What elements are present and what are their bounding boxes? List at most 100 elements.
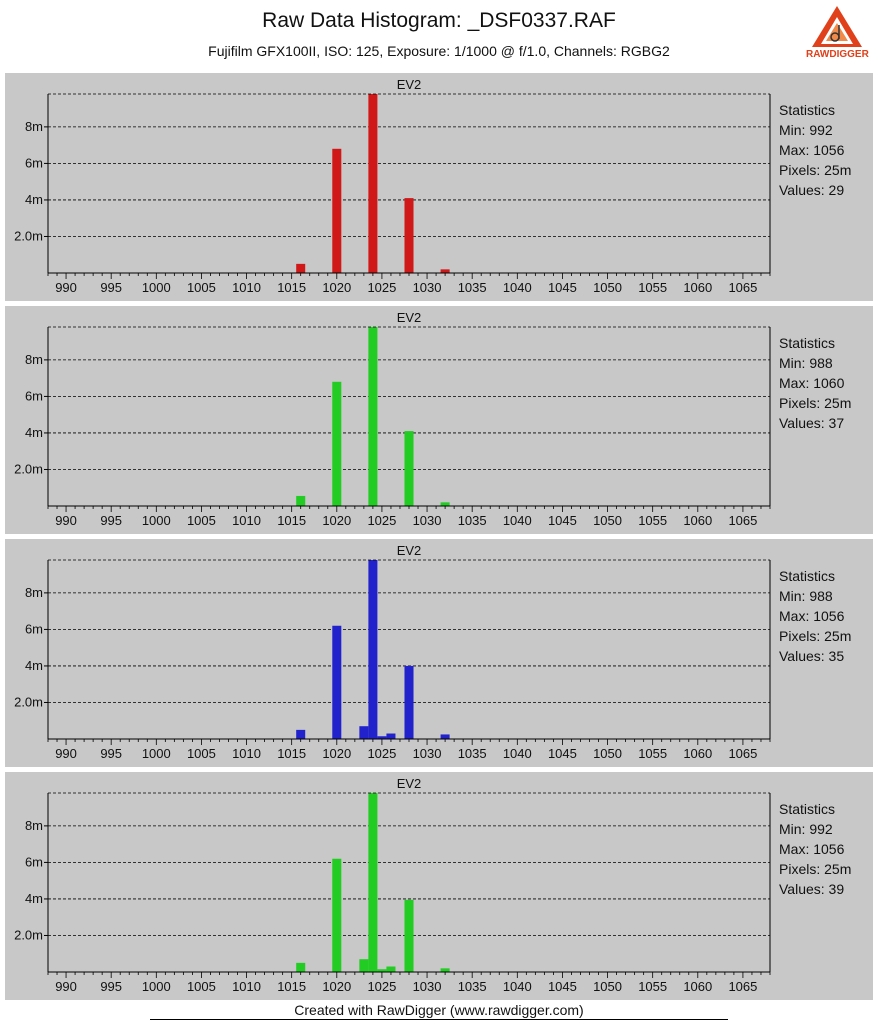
histogram-bar [404, 899, 414, 972]
x-tick-label: 990 [55, 746, 77, 761]
histogram-bar [359, 959, 369, 972]
chart-title: EV2 [397, 77, 422, 92]
y-tick-label: 6m [25, 388, 43, 403]
x-tick-label: 1055 [638, 979, 667, 994]
stats-heading: Statistics [779, 102, 835, 118]
histogram-bar [440, 734, 450, 739]
histogram-bar [332, 381, 342, 506]
histogram-bar [440, 502, 450, 506]
x-tick-label: 1050 [593, 746, 622, 761]
chart-title: EV2 [397, 310, 422, 325]
panel-background [5, 539, 873, 767]
histogram-bar [332, 858, 342, 972]
stats-heading: Statistics [779, 801, 835, 817]
x-tick-label: 1015 [277, 280, 306, 295]
y-tick-label: 4m [25, 425, 43, 440]
x-tick-label: 1010 [232, 280, 261, 295]
x-tick-label: 1040 [503, 513, 532, 528]
stats-heading: Statistics [779, 335, 835, 351]
stats-values: Values: 37 [779, 415, 844, 431]
x-tick-label: 995 [100, 746, 122, 761]
x-tick-label: 1035 [458, 280, 487, 295]
stats-heading: Statistics [779, 568, 835, 584]
x-tick-label: 1060 [683, 979, 712, 994]
x-tick-label: 1035 [458, 513, 487, 528]
y-tick-label: 4m [25, 891, 43, 906]
x-tick-label: 995 [100, 513, 122, 528]
x-tick-label: 1035 [458, 979, 487, 994]
x-tick-label: 1015 [277, 746, 306, 761]
x-tick-label: 1055 [638, 746, 667, 761]
x-tick-label: 1020 [322, 746, 351, 761]
histogram-bar [332, 625, 342, 739]
stats-min: Min: 992 [779, 821, 833, 837]
x-tick-label: 1065 [728, 979, 757, 994]
logo-text-raw: RAW [806, 49, 830, 60]
y-tick-label: 4m [25, 192, 43, 207]
x-tick-label: 1005 [187, 979, 216, 994]
x-tick-label: 1025 [367, 280, 396, 295]
histogram-bar [440, 968, 450, 972]
stats-values: Values: 29 [779, 182, 844, 198]
x-tick-label: 1020 [322, 513, 351, 528]
logo-label: RAWDIGGER [806, 49, 869, 60]
x-tick-label: 1045 [548, 979, 577, 994]
y-tick-label: 2.0m [14, 927, 43, 942]
x-tick-label: 1060 [683, 513, 712, 528]
stats-pixels: Pixels: 25m [779, 861, 851, 877]
histogram-bar [332, 148, 342, 273]
x-tick-label: 1050 [593, 979, 622, 994]
x-tick-label: 1010 [232, 513, 261, 528]
x-tick-label: 1010 [232, 746, 261, 761]
y-tick-label: 2.0m [14, 694, 43, 709]
x-tick-label: 1020 [322, 979, 351, 994]
x-tick-label: 1065 [728, 280, 757, 295]
x-tick-label: 1015 [277, 513, 306, 528]
x-tick-label: 1060 [683, 280, 712, 295]
x-tick-label: 1055 [638, 513, 667, 528]
histogram-bar [440, 269, 450, 273]
histogram-bar [368, 327, 378, 506]
y-tick-label: 2.0m [14, 228, 43, 243]
x-tick-label: 990 [55, 979, 77, 994]
x-tick-label: 990 [55, 280, 77, 295]
x-tick-label: 1005 [187, 513, 216, 528]
x-tick-label: 1000 [142, 280, 171, 295]
histogram-bar [296, 495, 306, 506]
stats-values: Values: 39 [779, 881, 844, 897]
histogram-bar [377, 969, 387, 972]
x-tick-label: 1045 [548, 746, 577, 761]
histogram-panel-2: EV2 2.0m 4m 6m 8m 990 995 1000 1005 1010 1015 1020 1… [5, 306, 873, 534]
y-tick-label: 6m [25, 621, 43, 636]
histogram-bar [404, 431, 414, 506]
y-tick-label: 2.0m [14, 461, 43, 476]
y-tick-label: 8m [25, 352, 43, 367]
panel-background [5, 772, 873, 1000]
histogram-bar [368, 94, 378, 273]
x-tick-label: 1030 [413, 746, 442, 761]
histogram-panel-1: EV2 2.0m 4m 6m 8m 990 995 1000 1005 1010 1015 1020 1… [5, 73, 873, 301]
histogram-bar [296, 263, 306, 273]
x-tick-label: 1025 [367, 979, 396, 994]
stats-max: Max: 1056 [779, 608, 845, 624]
stats-max: Max: 1060 [779, 375, 845, 391]
stats-min: Min: 988 [779, 588, 833, 604]
stats-pixels: Pixels: 25m [779, 395, 851, 411]
histogram-bar [404, 665, 414, 739]
x-tick-label: 1030 [413, 513, 442, 528]
x-tick-label: 1050 [593, 513, 622, 528]
x-tick-label: 995 [100, 280, 122, 295]
histogram-bar [386, 966, 396, 972]
stats-min: Min: 992 [779, 122, 833, 138]
rawdigger-logo: RAWDIGGER [806, 3, 869, 63]
x-tick-label: 1015 [277, 979, 306, 994]
histogram-panel-3: EV2 2.0m 4m 6m 8m 990 995 1000 1005 1010 1015 1020 1… [5, 539, 873, 767]
y-tick-label: 6m [25, 854, 43, 869]
stats-max: Max: 1056 [779, 841, 845, 857]
x-tick-label: 1025 [367, 746, 396, 761]
panel-background [5, 73, 873, 301]
chart-title: EV2 [397, 543, 422, 558]
y-tick-label: 6m [25, 155, 43, 170]
x-tick-label: 1030 [413, 280, 442, 295]
